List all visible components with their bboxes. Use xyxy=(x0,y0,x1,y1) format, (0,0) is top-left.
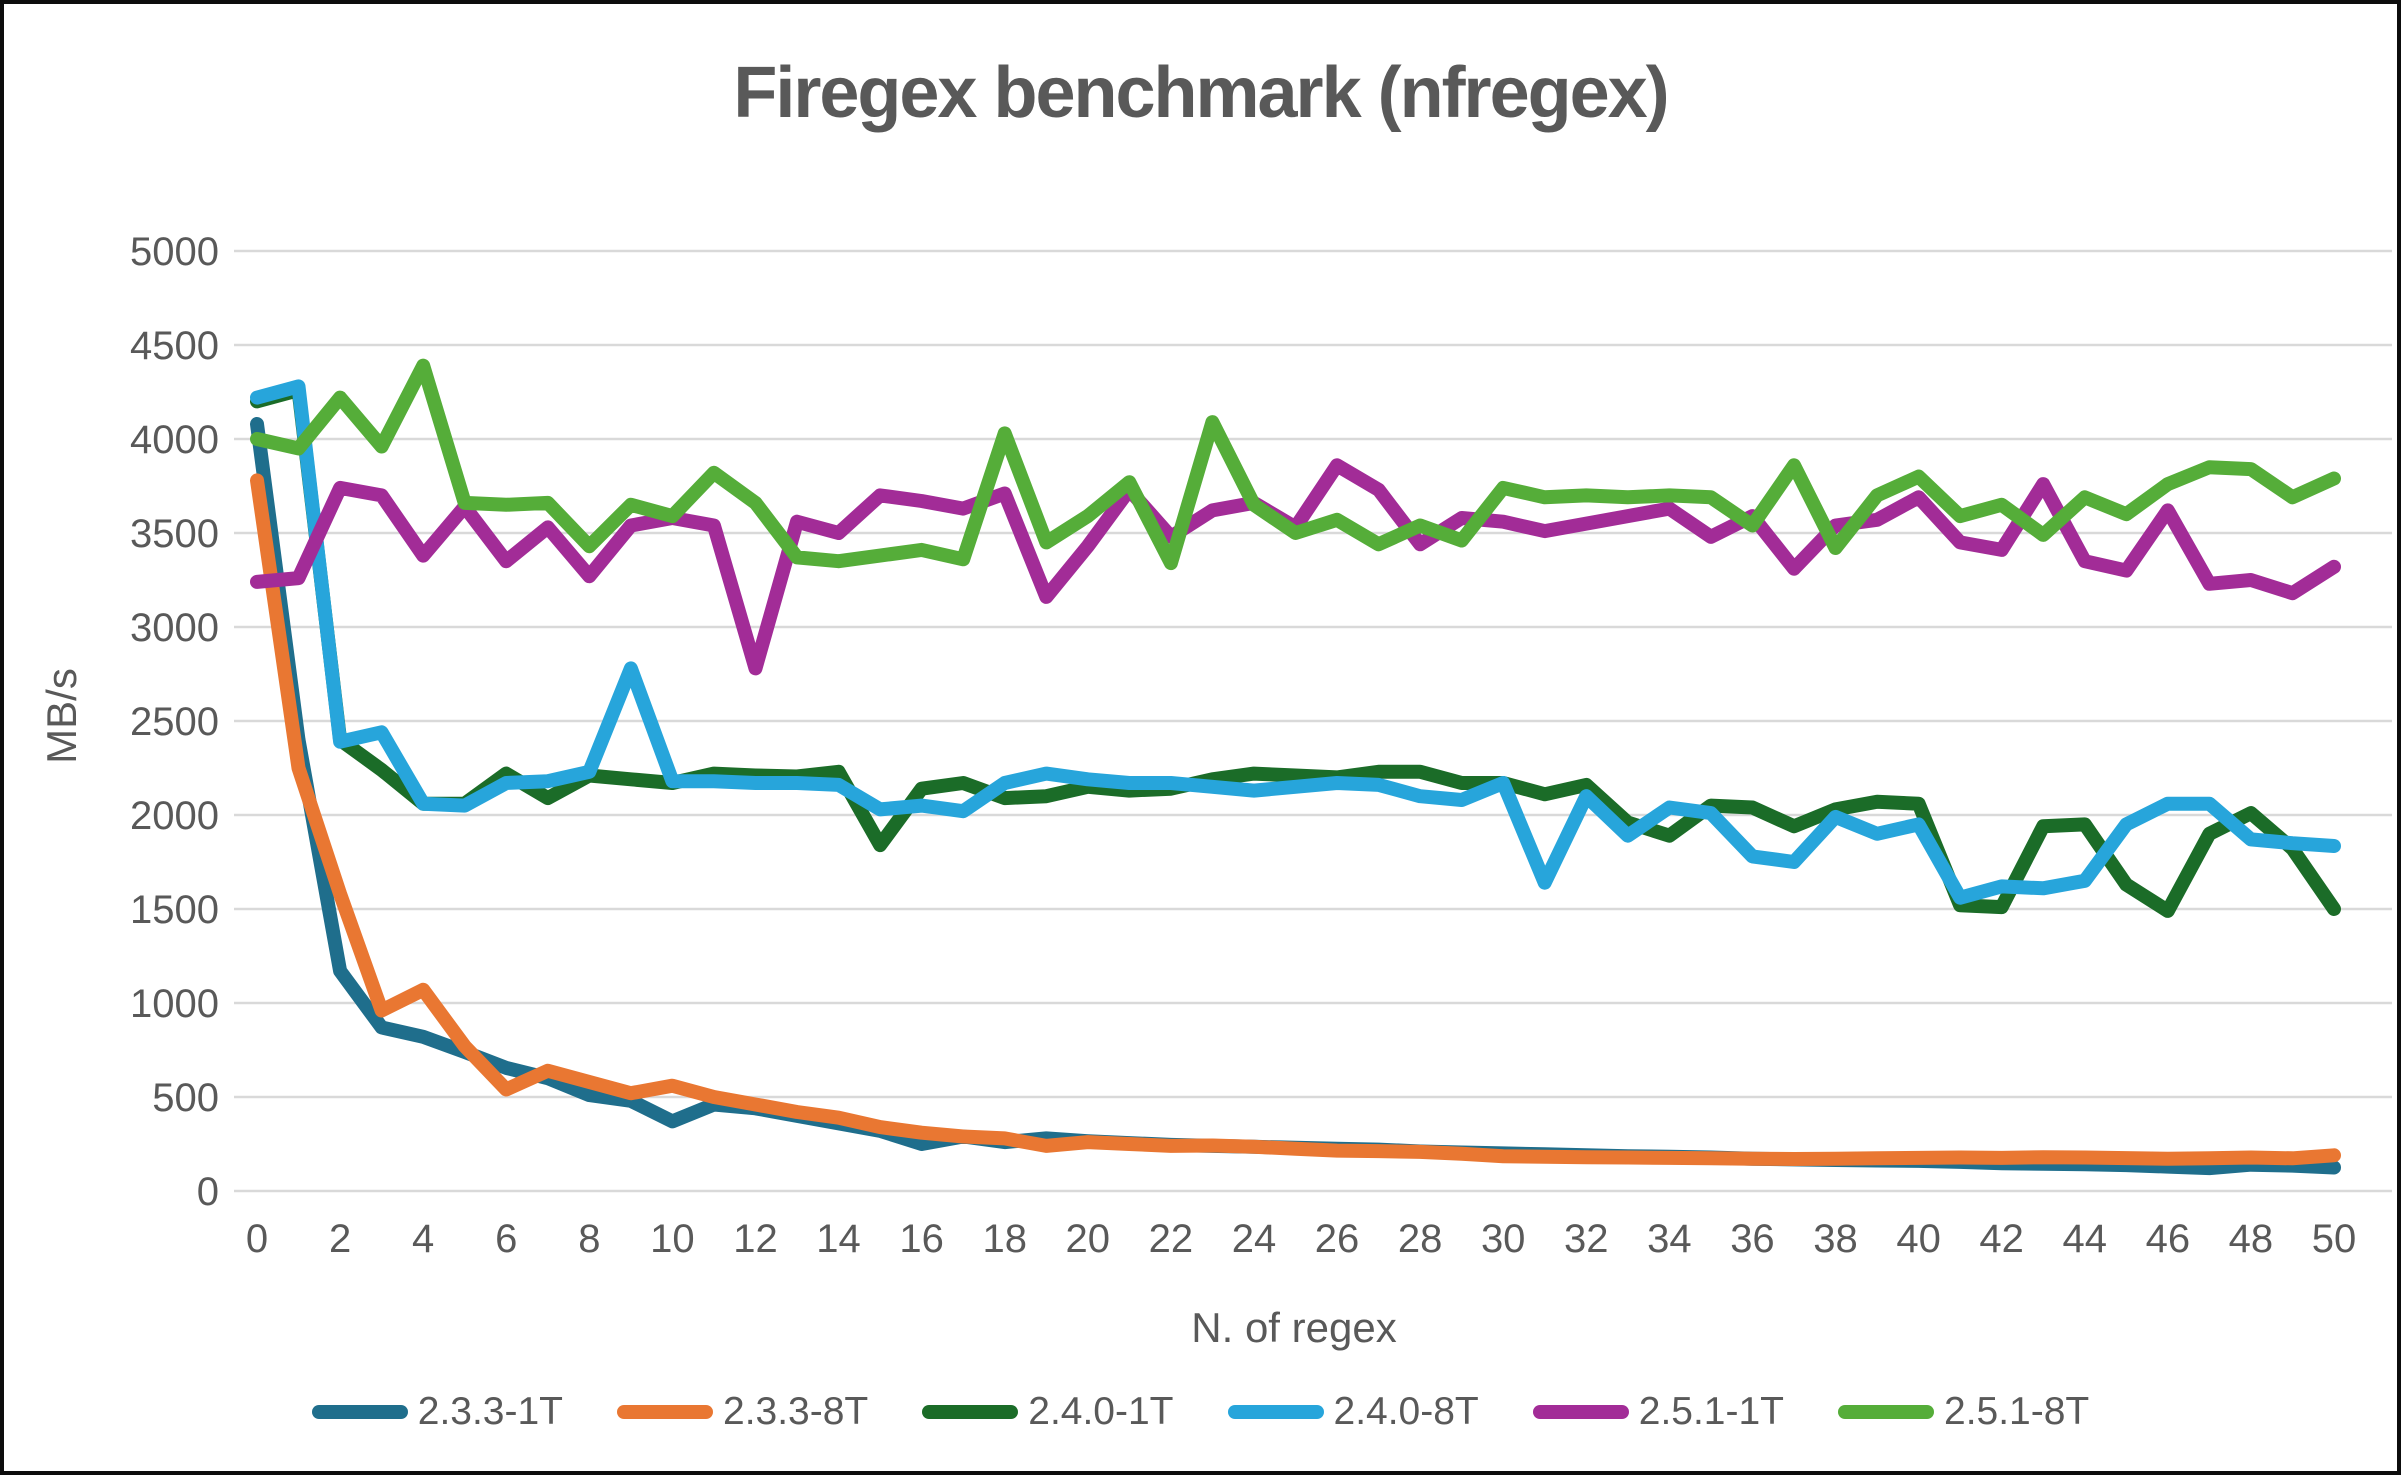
x-tick-label: 14 xyxy=(816,1217,861,1261)
series-line-2.5.1-1T xyxy=(250,458,2341,676)
x-tick-label: 30 xyxy=(1481,1217,1526,1261)
legend-swatch-2.3.3-1T xyxy=(311,1405,408,1419)
x-tick-label: 10 xyxy=(650,1217,695,1261)
x-tick-label: 32 xyxy=(1564,1217,1609,1261)
x-tick-label: 24 xyxy=(1232,1217,1277,1261)
x-axis-label: N. of regex xyxy=(1191,1304,1397,1351)
x-tick-label: 38 xyxy=(1813,1217,1858,1261)
legend-item-2.4.0-1T: 2.4.0-1T xyxy=(922,1390,1174,1434)
x-tick-label: 28 xyxy=(1398,1217,1443,1261)
x-tick-label: 8 xyxy=(578,1217,600,1261)
x-tick-label: 6 xyxy=(495,1217,517,1261)
legend-label: 2.5.1-8T xyxy=(1944,1390,2090,1433)
legend-swatch-2.4.0-8T xyxy=(1227,1405,1324,1419)
legend-item-2.3.3-1T: 2.3.3-1T xyxy=(311,1390,563,1434)
x-tick-label: 16 xyxy=(899,1217,944,1261)
chart-title: Firegex benchmark (nfregex) xyxy=(733,53,1669,133)
legend-label: 2.4.0-1T xyxy=(1028,1390,1174,1433)
y-tick-label: 4000 xyxy=(130,418,219,462)
x-tick-label: 18 xyxy=(982,1217,1027,1261)
y-tick-label: 1500 xyxy=(130,888,219,932)
plot-area: 0500100015002000250030003500400045005000… xyxy=(130,230,2392,1261)
legend-item-2.4.0-8T: 2.4.0-8T xyxy=(1227,1390,1479,1434)
x-tick-label: 12 xyxy=(733,1217,778,1261)
y-tick-label: 2500 xyxy=(130,700,219,744)
x-tick-label: 34 xyxy=(1647,1217,1692,1261)
legend-swatch-2.4.0-1T xyxy=(922,1405,1019,1419)
y-tick-label: 500 xyxy=(152,1076,219,1120)
legend-item-2.5.1-8T: 2.5.1-8T xyxy=(1838,1390,2089,1434)
legend-swatch-2.5.1-8T xyxy=(1838,1405,1934,1419)
series-line-2.3.3-8T xyxy=(250,473,2341,1166)
series-line-2.4.0-1T xyxy=(250,383,2341,918)
y-tick-label: 0 xyxy=(197,1170,219,1214)
legend-label: 2.5.1-1T xyxy=(1638,1390,1784,1433)
legend-label: 2.3.3-1T xyxy=(417,1390,563,1433)
legend-item-2.3.3-8T: 2.3.3-8T xyxy=(617,1390,868,1434)
x-tick-label: 44 xyxy=(2063,1217,2108,1261)
x-tick-label: 2 xyxy=(329,1217,351,1261)
x-tick-label: 22 xyxy=(1149,1217,1194,1261)
y-tick-label: 4500 xyxy=(130,324,219,368)
x-tick-label: 48 xyxy=(2229,1217,2274,1261)
y-tick-label: 3000 xyxy=(130,606,219,650)
legend-item-2.5.1-1T: 2.5.1-1T xyxy=(1532,1390,1784,1434)
y-tick-label: 3500 xyxy=(130,512,219,556)
legend-label: 2.4.0-8T xyxy=(1333,1390,1479,1433)
legend-label: 2.3.3-8T xyxy=(723,1390,869,1433)
y-tick-label: 1000 xyxy=(130,982,219,1026)
x-tick-label: 20 xyxy=(1066,1217,1111,1261)
x-tick-label: 4 xyxy=(412,1217,434,1261)
y-tick-label: 2000 xyxy=(130,794,219,838)
x-tick-label: 50 xyxy=(2312,1217,2357,1261)
x-tick-label: 0 xyxy=(246,1217,268,1261)
x-tick-label: 36 xyxy=(1730,1217,1775,1261)
x-tick-label: 46 xyxy=(2146,1217,2191,1261)
legend-swatch-2.3.3-8T xyxy=(617,1405,713,1419)
x-tick-label: 26 xyxy=(1315,1217,1360,1261)
legend: 2.3.3-1T 2.3.3-8T 2.4.0-1T 2.4.0-8T 2.5.1-1T… xyxy=(4,1390,2397,1434)
x-tick-label: 40 xyxy=(1896,1217,1941,1261)
series-line-2.4.0-8T xyxy=(250,379,2341,905)
series-line-2.5.1-8T xyxy=(250,358,2341,571)
x-tick-label: 42 xyxy=(1979,1217,2024,1261)
y-tick-label: 5000 xyxy=(130,230,219,274)
legend-swatch-2.5.1-1T xyxy=(1532,1405,1629,1419)
